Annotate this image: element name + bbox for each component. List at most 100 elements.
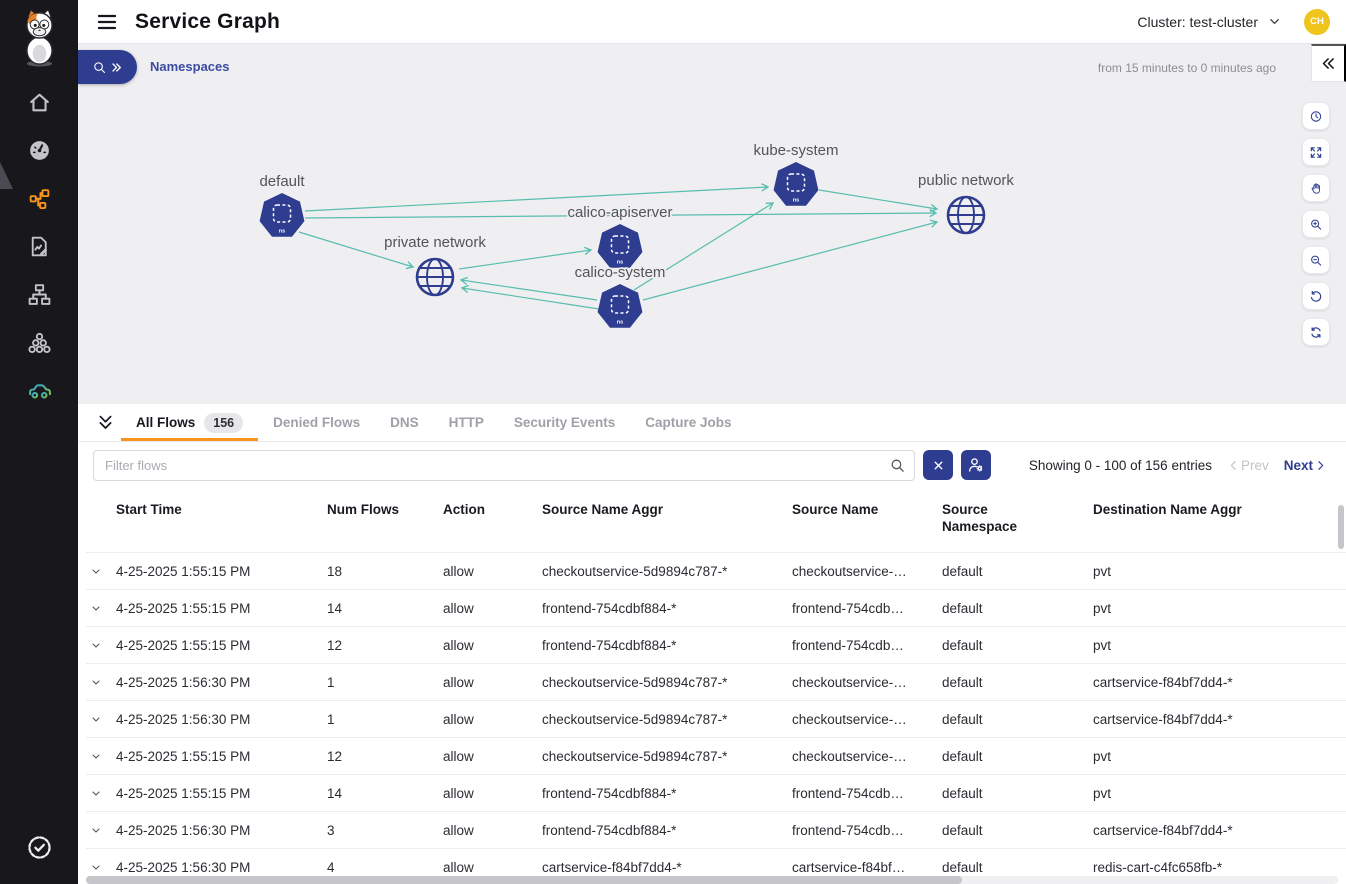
vertical-scrollbar[interactable] [1338,505,1344,549]
row-expand-chevron[interactable] [90,823,102,838]
cell-source_name_aggr: checkoutservice-5d9894c787-* [542,563,728,579]
cell-source_name: checkoutservice-… [792,748,907,764]
cell-source_namespace: default [942,563,983,579]
row-expand-chevron[interactable] [90,860,102,875]
calico-cat-logo[interactable] [16,9,63,69]
cell-start_time: 4-25-2025 1:56:30 PM [116,711,251,727]
row-expand-chevron[interactable] [90,601,102,616]
sidebar-item-workloads[interactable] [0,318,78,366]
graph-tool-clock[interactable] [1302,102,1330,130]
cell-dest_name_aggr: pvt [1093,600,1112,616]
graph-tool-hand[interactable] [1302,174,1330,202]
prev-page-button[interactable]: Prev [1227,458,1269,473]
sidebar-item-home[interactable] [0,78,78,126]
graph-node-label: kube-system [753,142,838,159]
sidebar-item-topology[interactable] [0,270,78,318]
cell-source_namespace: default [942,674,983,690]
table-row[interactable]: 4-25-2025 1:56:30 PM 1 allow checkoutservic… [86,700,1346,737]
table-row[interactable]: 4-25-2025 1:56:30 PM 3 allow frontend-754cd… [86,811,1346,848]
next-page-button[interactable]: Next [1284,458,1327,473]
cell-source_namespace: default [942,785,983,801]
breadcrumb[interactable]: Namespaces [150,59,230,74]
double-chevron-down-icon [96,413,115,432]
filter-row: Showing 0 - 100 of 156 entries Prev Next [78,442,1346,488]
graph-node-kube-system[interactable]: ns [773,162,819,206]
cell-num_flows: 1 [327,711,335,727]
row-expand-chevron[interactable] [90,712,102,727]
cell-dest_name_aggr: cartservice-f84bf7dd4-* [1093,674,1233,690]
cluster-icon [27,330,52,355]
tab-label: Denied Flows [273,415,361,430]
service-graph-panel: ns default private network ns calico-apiserv… [78,44,1346,404]
sidebar-item-traffic[interactable] [0,366,78,414]
cell-num_flows: 12 [327,748,343,764]
cell-action: allow [443,711,474,727]
table-row[interactable]: 4-25-2025 1:55:15 PM 12 allow checkoutservi… [86,737,1346,774]
graph-node-private-network[interactable] [415,257,455,297]
row-expand-chevron[interactable] [90,675,102,690]
collapse-flows-panel-button[interactable] [92,410,118,436]
cell-start_time: 4-25-2025 1:56:30 PM [116,859,251,875]
service-graph-icon [27,186,52,211]
hamburger-menu-icon[interactable] [95,10,119,34]
time-range-label: from 15 minutes to 0 minutes ago [1097,61,1276,75]
table-row[interactable]: 4-25-2025 1:55:15 PM 14 allow frontend-754c… [86,589,1346,626]
graph-node-public-network[interactable] [946,195,986,235]
cell-source_name: frontend-754cdb… [792,822,904,838]
flows-table-body: 4-25-2025 1:55:15 PM 18 allow checkoutservi… [86,552,1346,884]
tab-capture-jobs[interactable]: Capture Jobs [630,404,746,441]
cell-source_namespace: default [942,600,983,616]
double-chevron-left-icon [1320,55,1337,72]
cell-source_name_aggr: checkoutservice-5d9894c787-* [542,674,728,690]
graph-tool-undo[interactable] [1302,282,1330,310]
cell-dest_name_aggr: redis-cart-c4fc658fb-* [1093,859,1223,875]
tab-denied-flows[interactable]: Denied Flows [258,404,375,441]
avatar[interactable]: CH [1304,8,1330,35]
graph-edge-private-network-to-calico-apiserver [458,246,593,270]
tab-http[interactable]: HTTP [434,404,499,441]
graph-node-default[interactable]: ns [259,193,305,237]
tab-security-events[interactable]: Security Events [499,404,630,441]
row-expand-chevron[interactable] [90,786,102,801]
table-row[interactable]: 4-25-2025 1:55:15 PM 14 allow frontend-754c… [86,774,1346,811]
cell-source_name_aggr: checkoutservice-5d9894c787-* [542,711,728,727]
cell-action: allow [443,859,474,875]
graph-node-calico-apiserver[interactable]: ns [597,224,643,268]
table-row[interactable]: 4-25-2025 1:56:30 PM 1 allow checkoutservic… [86,663,1346,700]
horizontal-scrollbar[interactable] [86,876,1338,884]
sidebar-item-reports[interactable] [0,222,78,270]
right-panel-collapse-button[interactable] [1311,44,1346,82]
table-row[interactable]: 4-25-2025 1:55:15 PM 12 allow frontend-754c… [86,626,1346,663]
cluster-selector-label: Cluster: test-cluster [1137,13,1258,30]
clear-filter-button[interactable] [923,450,953,480]
graph-tool-zoom-out[interactable] [1302,246,1330,274]
tab-all-flows[interactable]: All Flows 156 [121,404,259,441]
cell-source_name: cartservice-f84bf… [792,859,906,875]
row-expand-chevron[interactable] [90,638,102,653]
sidebar-item-dashboard[interactable] [0,126,78,174]
table-row[interactable]: 4-25-2025 1:55:15 PM 18 allow checkoutservi… [86,552,1346,589]
car-icon [27,378,52,403]
customize-columns-button[interactable] [961,450,991,480]
cluster-selector[interactable]: Cluster: test-cluster [1137,14,1282,30]
tab-dns[interactable]: DNS [375,404,434,441]
cell-source_name: frontend-754cdb… [792,600,904,616]
prev-label: Prev [1240,457,1269,473]
graph-search-button[interactable] [78,50,137,84]
graph-node-label: calico-system [575,264,666,281]
row-expand-chevron[interactable] [90,749,102,764]
sidebar-item-service-graph[interactable] [0,174,78,222]
cell-source_namespace: default [942,822,983,838]
graph-tool-zoom-in[interactable] [1302,210,1330,238]
graph-node-calico-system[interactable]: ns [597,284,643,328]
horizontal-scrollbar-thumb[interactable] [86,876,963,884]
graph-tool-expand[interactable] [1302,138,1330,166]
chevron-down-icon [1267,14,1282,29]
graph-tool-refresh[interactable] [1302,318,1330,346]
filter-flows-input[interactable] [93,449,915,481]
row-expand-chevron[interactable] [90,564,102,579]
cell-dest_name_aggr: pvt [1093,637,1112,653]
service-graph-canvas[interactable]: ns default private network ns calico-apiserv… [78,44,1346,404]
sidebar-item-compliance[interactable] [0,833,78,862]
cell-dest_name_aggr: cartservice-f84bf7dd4-* [1093,822,1233,838]
